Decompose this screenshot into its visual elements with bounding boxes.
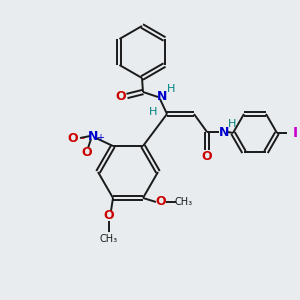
Text: O: O bbox=[116, 89, 126, 103]
Text: O: O bbox=[202, 151, 212, 164]
Text: O: O bbox=[104, 209, 114, 223]
Text: O: O bbox=[82, 146, 92, 158]
Text: +: + bbox=[96, 133, 104, 143]
Text: O: O bbox=[156, 196, 166, 208]
Text: H: H bbox=[149, 107, 157, 117]
Text: CH₃: CH₃ bbox=[175, 197, 193, 207]
Text: H: H bbox=[228, 119, 236, 129]
Text: I: I bbox=[292, 126, 298, 140]
Text: N: N bbox=[88, 130, 98, 142]
Text: N: N bbox=[219, 125, 229, 139]
Text: H: H bbox=[167, 84, 175, 94]
Text: CH₃: CH₃ bbox=[100, 234, 118, 244]
Text: -: - bbox=[80, 133, 84, 143]
Text: O: O bbox=[68, 131, 78, 145]
Text: N: N bbox=[157, 91, 167, 103]
